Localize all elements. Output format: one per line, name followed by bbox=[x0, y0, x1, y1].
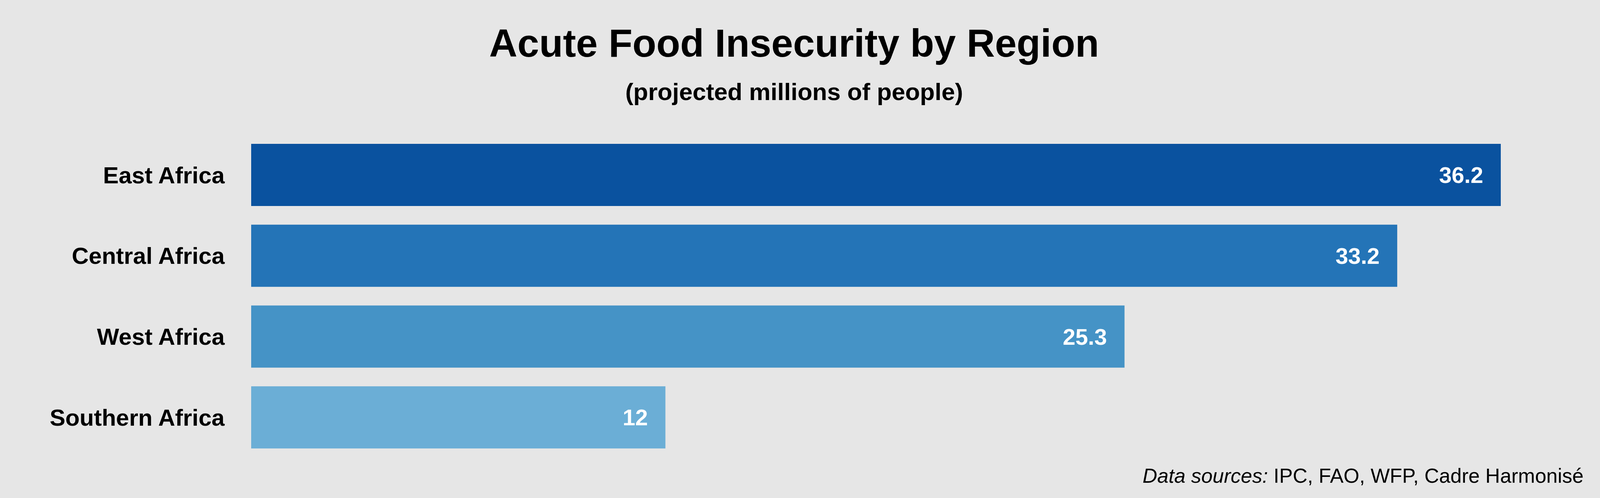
svg-text:25.3: 25.3 bbox=[1062, 323, 1108, 350]
svg-text:Southern Africa: Southern Africa bbox=[49, 404, 225, 431]
svg-text:33.2: 33.2 bbox=[1335, 242, 1380, 269]
html-text:Acute Food Insecurity by Regio: Acute Food Insecurity by Region bbox=[489, 21, 1100, 65]
html-text:(projected millions of people): (projected millions of people) bbox=[625, 78, 964, 106]
svg-text:West Africa: West Africa bbox=[96, 323, 225, 350]
svg-text:36.2: 36.2 bbox=[1439, 162, 1484, 188]
svg-text:Central Africa: Central Africa bbox=[71, 242, 225, 269]
svg-text:12: 12 bbox=[622, 404, 649, 430]
svg-text:East Africa: East Africa bbox=[103, 162, 225, 189]
html-text:Data sources: IPC, FAO, WFP, C: Data sources: IPC, FAO, WFP, Cadre Harmo… bbox=[1142, 464, 1584, 487]
